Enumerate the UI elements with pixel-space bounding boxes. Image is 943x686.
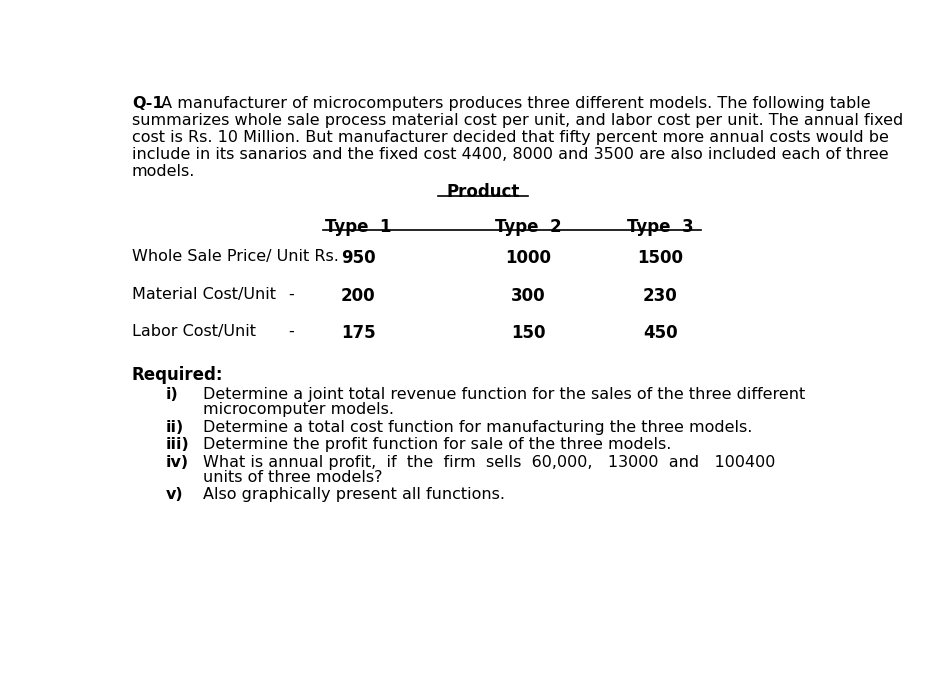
Text: ii): ii) [166,420,184,434]
Text: cost is Rs. 10 Million. But manufacturer decided that fifty percent more annual : cost is Rs. 10 Million. But manufacturer… [132,130,888,145]
Text: 450: 450 [643,324,678,342]
Text: Whole Sale Price/ Unit Rs.: Whole Sale Price/ Unit Rs. [132,248,339,263]
Text: microcomputer models.: microcomputer models. [203,402,394,417]
Text: Determine a joint total revenue function for the sales of the three different: Determine a joint total revenue function… [203,387,805,402]
Text: models.: models. [132,164,195,179]
Text: Determine a total cost function for manufacturing the three models.: Determine a total cost function for manu… [203,420,753,434]
Text: Product: Product [446,183,520,201]
Text: 300: 300 [511,287,546,305]
Text: 950: 950 [340,248,375,267]
Text: units of three models?: units of three models? [203,470,383,484]
Text: Material Cost/Unit: Material Cost/Unit [132,287,275,302]
Text: iii): iii) [166,437,190,452]
Text: What is annual profit,  if  the  firm  sells  60,000,   13000  and   100400: What is annual profit, if the firm sells… [203,455,775,470]
Text: Type  3: Type 3 [627,218,694,236]
Text: i): i) [166,387,178,402]
Text: 1000: 1000 [505,248,552,267]
Text: 175: 175 [340,324,375,342]
Text: 1500: 1500 [637,248,684,267]
Text: include in its sanarios and the fixed cost 4400, 8000 and 3500 are also included: include in its sanarios and the fixed co… [132,147,888,162]
Text: -: - [289,324,294,339]
Text: Determine the profit function for sale of the three models.: Determine the profit function for sale o… [203,437,671,452]
Text: 150: 150 [511,324,546,342]
Text: 200: 200 [340,287,375,305]
Text: A manufacturer of microcomputers produces three different models. The following : A manufacturer of microcomputers produce… [156,96,870,111]
Text: Labor Cost/Unit: Labor Cost/Unit [132,324,256,339]
Text: -: - [289,287,294,302]
Text: v): v) [166,487,184,502]
Text: 230: 230 [643,287,678,305]
Text: Q-1: Q-1 [132,96,163,111]
Text: Type  1: Type 1 [325,218,391,236]
Text: Required:: Required: [132,366,223,383]
Text: iv): iv) [166,455,189,470]
Text: Type  2: Type 2 [495,218,562,236]
Text: Also graphically present all functions.: Also graphically present all functions. [203,487,505,502]
Text: summarizes whole sale process material cost per unit, and labor cost per unit. T: summarizes whole sale process material c… [132,113,903,128]
